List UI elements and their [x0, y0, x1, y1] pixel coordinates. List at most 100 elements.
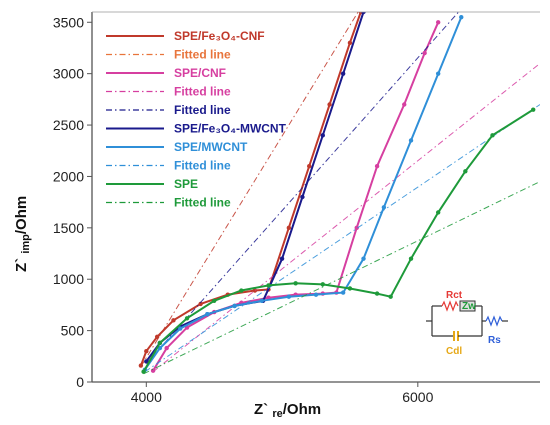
series-1-line: [152, 21, 440, 372]
resistor-rs-zigzag: [485, 315, 503, 327]
series-4-point: [435, 210, 441, 215]
series-2-point: [320, 133, 325, 138]
series-4-point: [463, 169, 468, 174]
x-axis-title: Z` re/Ohm: [254, 401, 321, 420]
y-tick-label: 2000: [53, 168, 84, 184]
series-1-point: [164, 345, 169, 351]
y-tick-label: 2500: [53, 117, 84, 133]
axes-layer: [91, 11, 540, 383]
series-4-point: [157, 340, 163, 346]
series-4-point: [184, 316, 190, 321]
x-axis-title-main: Z`: [254, 401, 272, 418]
y-axis-title: Z` imp/Ohm: [13, 196, 32, 272]
series-3-point: [340, 290, 346, 295]
series-0-point: [171, 318, 176, 323]
series-4-point: [374, 291, 380, 296]
series-2-point: [279, 256, 285, 261]
series-1-point: [402, 102, 407, 107]
series-0-point: [138, 363, 144, 368]
series-0-point: [347, 40, 353, 46]
series-1-point: [435, 20, 441, 25]
series-2-point: [361, 12, 366, 15]
series-1-point: [150, 368, 156, 373]
series-4-point: [320, 282, 325, 287]
series-3-point: [232, 303, 237, 309]
equivalent-circuit: Zw Rct Cdl Rs: [426, 290, 508, 357]
legend-label-0: SPE/Fe₃O₄-CNF: [174, 29, 265, 43]
x-axis-title-unit: /Ohm: [283, 401, 321, 418]
series-0-point: [154, 334, 160, 339]
x-axis-title-sub: re: [272, 408, 282, 420]
legend-label-3: Fitted line: [174, 85, 231, 99]
legend-label-4: Fitted line: [174, 103, 231, 117]
series-4-point: [239, 288, 244, 293]
legend-label-5: SPE/Fe₃O₄-MWCNT: [174, 122, 287, 136]
legend-label-9: Fitted line: [174, 196, 231, 210]
rs-label: Rs: [488, 335, 501, 346]
y-tick-label: 1000: [53, 271, 84, 287]
series-4-fitted-line: [143, 181, 540, 375]
x-tick-label: 4000: [131, 389, 162, 405]
series-2-point: [300, 194, 305, 200]
series-4-point: [531, 107, 536, 112]
series-1-point: [354, 225, 359, 231]
series-2-point: [144, 359, 149, 364]
series-3-point: [459, 14, 464, 20]
legend-label-7: Fitted line: [174, 159, 231, 173]
series-3-line: [144, 16, 463, 371]
x-tick-label: 6000: [402, 389, 433, 405]
series-3-point: [259, 298, 264, 304]
series-0-point: [144, 348, 149, 354]
series-3-point: [286, 294, 292, 299]
series-4-point: [266, 283, 271, 288]
rct-label: Rct: [446, 290, 463, 301]
series-2-point: [340, 71, 346, 76]
series-4-point: [141, 369, 146, 374]
y-axis-title-sub: imp: [20, 234, 32, 254]
series-4-line: [142, 108, 534, 373]
y-axis-title-main: Z`: [13, 254, 30, 272]
cdl-label: Cdl: [446, 346, 462, 357]
series-3-point: [205, 311, 210, 317]
series-layer: [138, 12, 540, 375]
y-tick-label: 0: [76, 374, 84, 390]
series-0-point: [198, 301, 203, 307]
y-tick-label: 500: [61, 323, 85, 339]
legend-label-6: SPE/MWCNT: [174, 140, 248, 154]
series-4-point: [347, 286, 353, 291]
warburg-label: Zw: [462, 301, 476, 312]
y-tick-label: 3000: [53, 66, 84, 82]
series-1-point: [374, 163, 380, 169]
series-4-point: [408, 256, 414, 261]
series-3-point: [361, 256, 366, 261]
series-3-fitted-line: [144, 104, 540, 373]
resistor-rct-zigzag: [441, 300, 459, 312]
legend-label-2: SPE/CNF: [174, 66, 226, 80]
series-4-point: [211, 298, 217, 304]
series-3-point: [435, 71, 441, 76]
series-3-point: [178, 326, 183, 331]
y-axis-title-unit: /Ohm: [13, 196, 30, 234]
series-3-point: [381, 205, 387, 210]
series-0-point: [327, 102, 332, 107]
series-1-fitted-line: [152, 62, 540, 373]
series-2-fitted-line: [145, 12, 459, 364]
series-4-point: [388, 294, 393, 299]
series-1-point: [422, 50, 427, 56]
series-4-point: [490, 133, 495, 138]
series-0-fitted-line: [140, 12, 359, 367]
series-3-point: [313, 292, 319, 297]
legend: SPE/Fe₃O₄-CNF Fitted line SPE/CNF Fitted li…: [106, 29, 287, 210]
y-tick-label: 1500: [53, 220, 84, 236]
series-3-point: [157, 345, 163, 351]
legend-label-8: SPE: [174, 177, 198, 191]
series-0-point: [307, 163, 312, 169]
ticks-layer: 0 500 1000 1500 2000 2500 3000 3500 4000 6000: [53, 14, 434, 405]
y-tick-label: 3500: [53, 14, 84, 30]
series-0-point: [286, 225, 292, 231]
series-3-point: [408, 138, 414, 143]
legend-label-1: Fitted line: [174, 48, 231, 62]
series-4-point: [293, 281, 298, 286]
